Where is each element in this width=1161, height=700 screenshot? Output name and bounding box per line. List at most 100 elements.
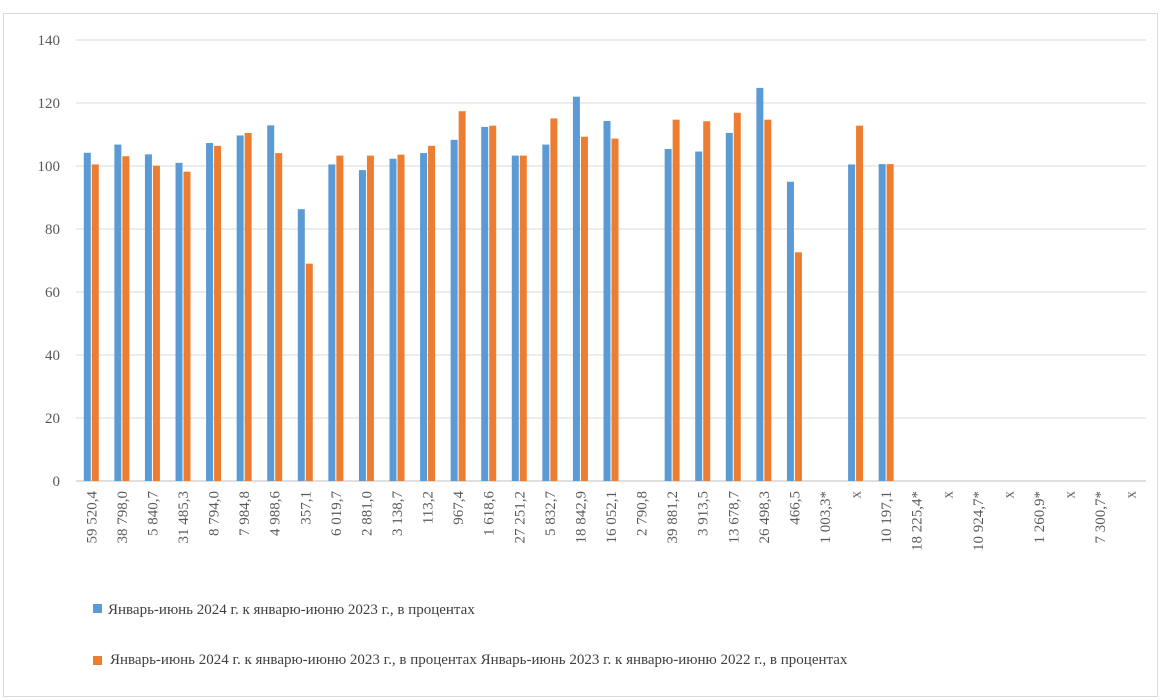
x-tick-label: 10 197,1 [879,491,895,544]
bar-series-1 [236,135,244,481]
x-tick-label: 2 881,0 [359,491,375,536]
bar-series-2 [703,121,711,482]
bar-series-1 [786,181,794,481]
x-tick-label: 6 019,7 [329,491,345,537]
x-tick-label: 16 052,1 [604,491,620,544]
x-tick-label: 3 138,7 [390,491,406,537]
bar-series-1 [664,148,672,482]
y-tick-label: 100 [38,159,61,175]
x-tick-label: 8 794,0 [207,491,223,536]
bar-series-1 [603,120,611,481]
bar-series-1 [695,151,703,481]
x-tick-label: 5 840,7 [145,491,161,537]
x-axis-ticks: 59 520,4 38 798,0 5 840,7 31 485,3 8 794,0 7 … [84,491,1139,552]
bar-series-1 [83,152,91,481]
bar-series-2 [733,112,741,481]
bar-series-2 [519,155,527,482]
bar-series-2 [550,118,558,481]
x-tick-label: x [1001,491,1017,499]
bar-series-2 [152,165,160,481]
x-tick-label: 2 790,8 [635,491,651,536]
bar-series-1 [450,139,458,482]
bar-series-1 [267,125,275,482]
bar-series-2 [214,145,222,481]
x-tick-label: 466,5 [787,491,803,525]
bar-series-2 [275,153,283,481]
y-axis-ticks: 0 20 40 60 80 100 120 140 [38,33,61,490]
x-tick-label: 113,2 [421,491,437,524]
y-tick-label: 40 [45,348,60,364]
x-tick-label: 31 485,3 [176,491,192,544]
bar-series-1 [144,154,152,481]
bar-series-2 [794,252,802,481]
x-tick-label: 967,4 [451,491,467,525]
bar-series-1 [206,143,214,481]
bar-series-2 [366,155,374,482]
y-tick-label: 0 [53,474,61,490]
x-tick-label: 1 618,6 [482,491,498,537]
bar-series-1 [481,126,489,481]
y-tick-label: 140 [38,33,61,49]
x-tick-label: 357,1 [298,491,314,525]
bar-series-2 [580,136,588,481]
bar-series-1 [420,153,428,481]
bar-series-1 [389,158,397,481]
chart: 0 20 40 60 80 100 120 140 59 520,4 38 798,0 5 840… [38,33,1146,552]
y-tick-label: 60 [45,285,60,301]
legend-swatch-orange [93,656,102,665]
bar-series-2 [305,263,313,481]
bar-series-2 [489,125,497,482]
x-tick-label: x [1124,491,1140,499]
x-tick-label: 27 251,2 [512,491,528,544]
bar-series-1 [878,164,886,482]
bar-series-1 [511,155,519,482]
chart-frame [3,13,1158,697]
x-tick-label: 26 498,3 [757,491,773,544]
bar-series-2 [91,164,99,482]
x-tick-label: 5 832,7 [543,491,559,537]
bar-series-2 [764,119,772,481]
bar-series-1 [175,162,183,481]
legend-item-series-1: Январь-июнь 2024 г. к январю-июню 2023 г… [93,600,475,621]
x-tick-label: x [1063,491,1079,499]
bar-series-2 [397,154,405,481]
bars [83,87,894,482]
bar-series-1 [297,209,305,481]
bar-series-1 [358,170,366,481]
legend-label-series-1: Январь-июнь 2024 г. к январю-июню 2023 г… [108,602,475,618]
bar-series-2 [183,171,191,482]
bar-series-2 [672,119,680,481]
x-tick-label: 18 842,9 [573,491,589,544]
x-tick-label: 1 260,9* [1032,491,1048,544]
legend-swatch-blue [93,604,102,613]
x-tick-label: 18 225,4* [910,491,926,551]
x-tick-label: x [940,491,956,499]
bar-series-2 [458,111,466,481]
bar-series-2 [886,164,894,482]
gridlines [76,39,1146,482]
x-tick-label: 38 798,0 [115,491,131,544]
bar-series-1 [114,144,122,481]
y-tick-label: 80 [45,222,60,238]
x-tick-label: 7 300,7* [1093,491,1109,544]
x-tick-label: 13 678,7 [726,491,742,544]
legend-item-series-2: Январь-июнь 2024 г. к январю-июню 2023 г… [93,650,1133,671]
bar-series-2 [428,145,436,481]
x-tick-label: x [849,491,865,499]
bar-series-2 [244,132,252,482]
bar-series-2 [336,155,344,482]
x-tick-label: 4 988,6 [268,491,284,537]
x-tick-label: 59 520,4 [84,491,100,544]
x-tick-label: 7 984,8 [237,491,253,536]
bar-series-1 [572,96,580,481]
y-tick-label: 20 [45,411,60,427]
x-tick-label: 3 913,5 [696,491,712,536]
bar-series-1 [756,87,764,481]
bar-series-1 [328,164,336,482]
bar-series-1 [725,132,733,482]
bar-series-1 [848,164,856,482]
x-tick-label: 39 881,2 [665,491,681,544]
y-tick-label: 120 [38,96,61,112]
legend-label-series-2: Январь-июнь 2024 г. к январю-июню 2023 г… [110,652,848,668]
bar-series-2 [611,138,619,481]
